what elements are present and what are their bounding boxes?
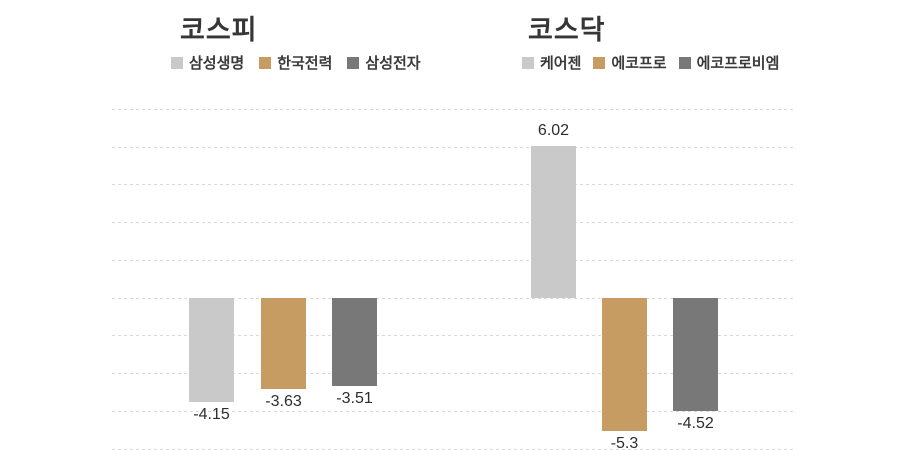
bar-코스피-한국전력 [261, 297, 306, 389]
bar-코스피-삼성전자 [332, 297, 377, 386]
legend-label: 에코프로 [611, 55, 667, 72]
bar-value-label: -3.63 [265, 392, 302, 410]
bar-value-label: -4.52 [677, 415, 714, 433]
gridline [112, 222, 795, 224]
legend-item: 에코프로비엠 [678, 52, 780, 73]
bar-코스닥-케어젠 [531, 146, 576, 298]
legend-swatch-icon [522, 56, 534, 69]
legend-label: 케어젠 [540, 55, 582, 72]
legend-swatch-icon [347, 56, 360, 69]
legend-item: 케어젠 [522, 52, 581, 73]
gridline [112, 109, 795, 110]
kosdaq-chart-title: 코스닥 [528, 15, 606, 45]
legend-label: 삼성전자 [365, 55, 421, 72]
gridline [112, 259, 795, 261]
bar-value-label: -4.15 [193, 406, 230, 423]
legend-item: 삼성전자 [347, 52, 421, 73]
legend-swatch-icon [259, 56, 272, 69]
legend-swatch-icon [593, 56, 606, 69]
bar-코스닥-에코프로비엠 [673, 297, 718, 412]
plot-area: -4.15 -3.63 -3.51 6.02 -5.3 -4.52 [112, 0, 795, 450]
gridline [112, 448, 795, 450]
legend-label: 한국전력 [277, 55, 333, 72]
legend-swatch-icon [171, 56, 183, 69]
gridline [112, 373, 795, 375]
gridline [112, 410, 795, 412]
legend-item: 삼성생명 [171, 52, 244, 73]
legend-swatch-icon [678, 56, 691, 69]
legend-label: 삼성생명 [189, 55, 245, 72]
kospi-chart-title: 코스피 [180, 15, 258, 45]
gridline [112, 335, 795, 337]
gridline [112, 184, 795, 186]
kospi-legend: 삼성생명 한국전력 삼성전자 [171, 52, 421, 73]
zero-gridline [112, 297, 795, 299]
kosdaq-legend: 케어젠 에코프로 에코프로비엠 [522, 52, 779, 73]
bar-코스닥-에코프로 [602, 297, 647, 431]
gridline [112, 146, 795, 148]
legend-item: 에코프로 [593, 52, 667, 73]
legend-label: 에코프로비엠 [696, 55, 780, 72]
bar-value-label: -3.51 [336, 389, 373, 407]
bar-value-label: 6.02 [537, 122, 570, 140]
bar-value-label: -5.3 [610, 434, 639, 450]
bar-코스피-삼성생명 [189, 297, 234, 402]
legend-item: 한국전력 [259, 52, 332, 73]
